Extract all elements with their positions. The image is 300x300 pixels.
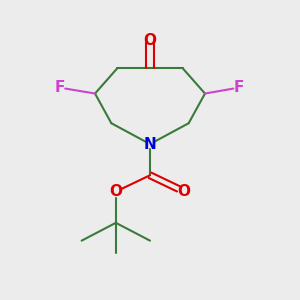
Text: O: O [178, 184, 191, 199]
Text: O: O [143, 32, 157, 47]
Text: F: F [234, 80, 244, 95]
Text: F: F [54, 80, 64, 95]
Text: N: N [144, 136, 156, 152]
Text: O: O [109, 184, 122, 199]
